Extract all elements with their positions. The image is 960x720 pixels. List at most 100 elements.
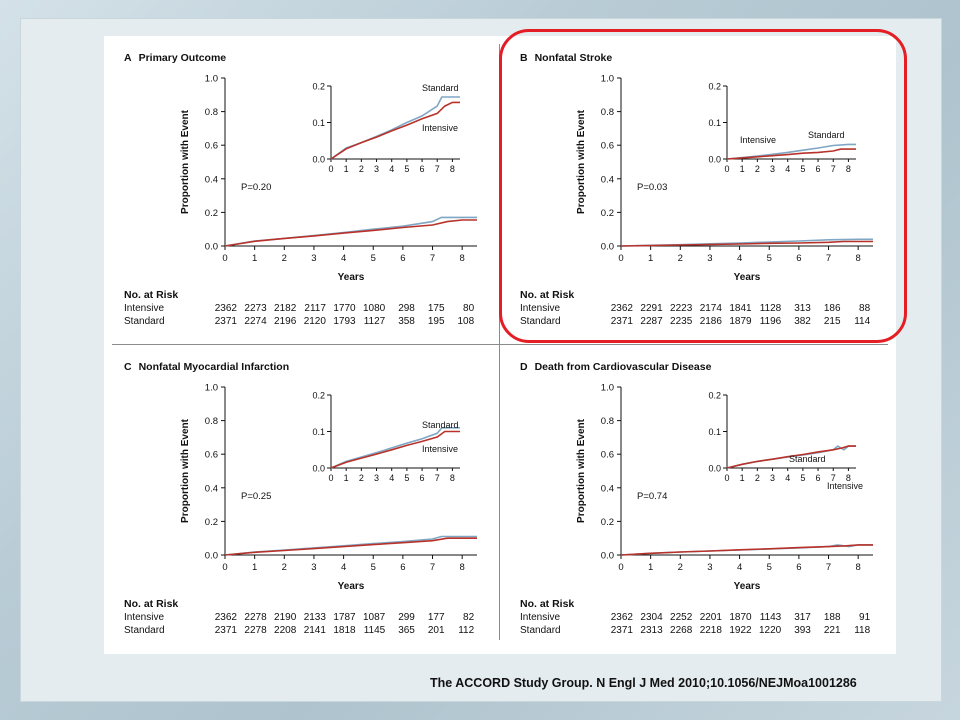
highlight-circle <box>499 29 907 343</box>
risk-row-intensive: Intensive 2362 2278 2190 2133 1787 1087 299 177 8… <box>124 612 494 625</box>
panel-title-text: Death from Cardiovascular Disease <box>534 361 712 373</box>
y-tick-label: 0.2 <box>205 517 218 528</box>
inset-x-tick-label: 8 <box>846 164 851 174</box>
inset-series-line-intensive <box>726 445 856 469</box>
x-tick-label: 6 <box>400 253 405 264</box>
y-tick-label: 0.4 <box>601 483 614 494</box>
risk-value: 1770 <box>333 303 356 314</box>
inset-series-label: Intensive <box>740 135 776 145</box>
risk-value: 2133 <box>303 612 326 623</box>
x-tick-label: 5 <box>767 253 772 264</box>
inset-series-label: Intensive <box>827 481 863 491</box>
risk-value: 2235 <box>670 315 693 327</box>
risk-value: 1196 <box>759 315 782 327</box>
y-tick-label: 1.0 <box>601 74 614 85</box>
risk-value: 1143 <box>759 612 782 623</box>
risk-value: 2287 <box>640 315 663 327</box>
y-tick-label: 0.6 <box>601 141 614 152</box>
risk-value: 299 <box>398 612 415 623</box>
y-tick-label: 0.8 <box>205 107 218 118</box>
x-tick-label: 0 <box>618 562 623 573</box>
inset-y-tick-label: 0.2 <box>312 391 325 401</box>
x-tick-label: 3 <box>311 253 316 264</box>
inset-x-tick-label: 8 <box>450 164 455 174</box>
series-line-intensive <box>224 537 477 556</box>
x-tick-label: 2 <box>678 562 683 573</box>
series-line-intensive <box>620 544 873 556</box>
risk-value: 2362 <box>610 612 633 623</box>
inset-y-tick-label: 0.2 <box>708 82 721 92</box>
risk-row-label: Intensive <box>520 303 561 314</box>
inset-x-tick-label: 6 <box>816 164 821 174</box>
y-tick-label: 1.0 <box>205 383 218 394</box>
x-tick-label: 8 <box>856 562 861 573</box>
inset-series-label: Standard <box>789 454 826 464</box>
risk-value: 1128 <box>759 303 782 314</box>
y-axis-title: Proportion with Event <box>576 109 587 214</box>
inset-x-tick-label: 7 <box>831 473 836 483</box>
panel-nonfatal-stroke: B Nonfatal Stroke 0.0 0.2 0.4 0.6 0.8 1.0 0 1 2 3 4… <box>500 36 890 341</box>
risk-value: 2252 <box>670 612 693 623</box>
panel-divider-horizontal <box>112 344 888 345</box>
risk-value: 298 <box>398 303 415 314</box>
inset-series-line-intensive <box>726 148 856 160</box>
survival-chart: 0.00.20.40.60.81.00 1 2 3 4 5 6 7 8YearsProporti… <box>180 383 477 592</box>
risk-value: 2371 <box>214 315 237 327</box>
survival-chart: 0.00.20.40.60.81.00 1 2 3 4 5 6 7 8YearsProporti… <box>576 383 873 592</box>
inset-x-tick-label: 0 <box>328 473 333 483</box>
inset-y-tick-label: 0.0 <box>312 155 325 165</box>
x-tick-label: 7 <box>826 562 831 573</box>
inset-y-tick-label: 0.0 <box>708 155 721 165</box>
risk-value: 1922 <box>729 624 752 636</box>
risk-value: 2278 <box>244 624 267 636</box>
risk-table: No. at Risk Intensive 2362 2291 2223 2174 1841… <box>520 289 890 328</box>
x-axis-title: Years <box>734 581 761 592</box>
risk-value: 188 <box>823 612 841 623</box>
inset-y-tick-label: 0.1 <box>312 118 325 128</box>
x-tick-label: 0 <box>222 253 227 264</box>
risk-value: 2190 <box>274 612 297 623</box>
risk-value: 2291 <box>640 303 663 314</box>
risk-row-standard: Standard 2371 2287 2235 2186 1879 1196 382 215 11… <box>520 316 890 329</box>
x-tick-label: 4 <box>737 562 742 573</box>
inset-x-tick-label: 7 <box>435 164 440 174</box>
p-value: P=0.25 <box>241 491 271 502</box>
risk-value: 195 <box>427 315 445 327</box>
risk-row-label: Intensive <box>520 612 561 623</box>
x-tick-label: 4 <box>341 253 346 264</box>
risk-value: 221 <box>823 624 841 636</box>
inset-y-tick-label: 0.1 <box>708 118 721 128</box>
risk-value: 2208 <box>274 624 297 636</box>
panel-divider-vertical <box>499 44 500 640</box>
inset-x-tick-label: 3 <box>770 473 775 483</box>
x-tick-label: 7 <box>826 253 831 264</box>
inset-x-tick-label: 4 <box>785 164 790 174</box>
x-tick-label: 3 <box>311 562 316 573</box>
inset-x-tick-label: 7 <box>831 164 836 174</box>
inset-x-tick-label: 2 <box>359 473 364 483</box>
series-line-intensive <box>224 219 477 247</box>
y-tick-label: 1.0 <box>601 383 614 394</box>
risk-value: 82 <box>463 612 475 623</box>
y-tick-label: 0.2 <box>601 517 614 528</box>
y-tick-label: 0.8 <box>601 416 614 427</box>
risk-value: 186 <box>823 303 841 314</box>
risk-row-intensive: Intensive 2362 2273 2182 2117 1770 1080 298 175 8… <box>124 303 494 316</box>
x-tick-label: 3 <box>707 253 712 264</box>
risk-value: 2313 <box>640 624 663 636</box>
x-tick-label: 8 <box>460 253 465 264</box>
y-tick-label: 0.0 <box>601 551 614 562</box>
inset-x-tick-label: 1 <box>740 473 745 483</box>
inset-series-line-intensive <box>330 430 460 469</box>
y-tick-label: 0.2 <box>601 208 614 219</box>
x-tick-label: 1 <box>648 562 653 573</box>
inset-x-tick-label: 8 <box>450 473 455 483</box>
risk-value: 2371 <box>610 624 633 636</box>
panel-title: A Primary Outcome <box>124 52 226 64</box>
citation: The ACCORD Study Group. N Engl J Med 201… <box>430 676 857 690</box>
x-tick-label: 3 <box>707 562 712 573</box>
x-tick-label: 1 <box>252 562 257 573</box>
risk-value: 1220 <box>758 624 782 636</box>
risk-value: 2141 <box>303 624 326 636</box>
risk-value: 177 <box>427 612 445 623</box>
